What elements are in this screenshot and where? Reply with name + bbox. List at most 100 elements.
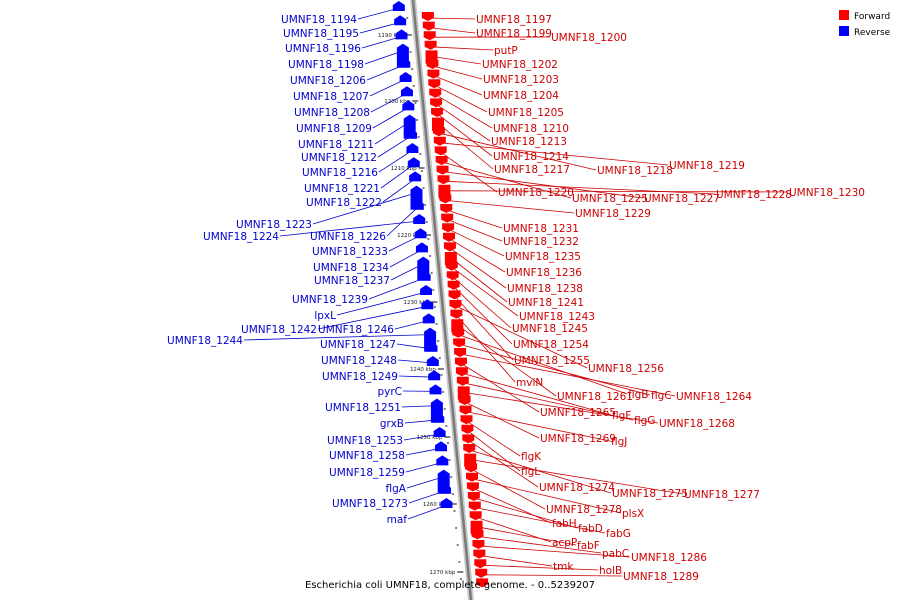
forward-leader-line	[437, 113, 493, 157]
reverse-gene-label-umnf18-1273: UMNF18_1273	[332, 498, 408, 510]
forward-gene-label-fabh: fabH	[552, 518, 577, 530]
forward-gene-label-fabf: fabF	[577, 540, 600, 552]
forward-leader-line	[453, 286, 513, 345]
reverse-gene-label-umnf18-1233: UMNF18_1233	[312, 246, 388, 258]
reverse-gene-label-umnf18-1234: UMNF18_1234	[313, 262, 389, 274]
forward-leader-line	[460, 353, 676, 397]
forward-leader-line	[438, 123, 494, 170]
forward-leader-line	[463, 382, 634, 421]
reverse-leader-line	[382, 178, 416, 203]
leader-lines	[243, 7, 789, 577]
reverse-gene-label-umnf18-1237: UMNF18_1237	[314, 275, 390, 287]
forward-gene-block	[440, 204, 453, 213]
forward-gene-label-umnf18-1218: UMNF18_1218	[597, 165, 673, 177]
reverse-gene-block	[399, 72, 412, 82]
forward-gene-block	[428, 79, 441, 89]
forward-gene-label-umnf18-1243: UMNF18_1243	[519, 311, 595, 323]
forward-leader-line	[459, 344, 651, 396]
forward-gene-label-umnf18-1241: UMNF18_1241	[508, 297, 584, 309]
forward-gene-block	[462, 434, 475, 444]
forward-leader-line	[481, 574, 623, 577]
forward-gene-block	[476, 578, 489, 588]
forward-gene-block	[429, 88, 442, 98]
forward-gene-label-pabc: pabC	[602, 548, 629, 560]
reverse-leader-line	[386, 206, 419, 237]
reverse-gene-block	[420, 285, 433, 295]
forward-leader-line	[480, 564, 599, 571]
reverse-gene-block	[428, 370, 441, 381]
forward-gene-block	[455, 367, 468, 377]
reverse-gene-block	[392, 1, 405, 11]
reverse-gene-label-umnf18-1209: UMNF18_1209	[296, 123, 372, 135]
reverse-gene-label-grxb: grxB	[380, 418, 404, 430]
reverse-gene-label-umnf18-1208: UMNF18_1208	[294, 107, 370, 119]
forward-gene-label-flgb: flgB	[628, 389, 648, 401]
forward-leader-line	[448, 228, 505, 257]
forward-leader-line	[466, 420, 521, 457]
reverse-gene-block	[434, 441, 447, 452]
reverse-leader-line	[312, 192, 418, 225]
forward-gene-label-umnf18-1229: UMNF18_1229	[575, 208, 651, 220]
reverse-gene-block	[440, 498, 453, 508]
forward-leader-line	[467, 430, 521, 472]
forward-gene-label-umnf18-1286: UMNF18_1286	[631, 552, 707, 564]
tick-label: 1230 kbp	[404, 300, 430, 306]
reverse-leader-line	[359, 21, 401, 34]
legend-forward-swatch	[839, 10, 849, 20]
forward-leader-line	[430, 46, 494, 51]
forward-leader-line	[450, 248, 507, 289]
reverse-gene-block	[418, 270, 431, 281]
forward-gene-label-umnf18-1232: UMNF18_1232	[503, 236, 579, 248]
reverse-gene-block	[407, 157, 420, 168]
forward-leader-line	[473, 488, 552, 524]
forward-gene-block	[468, 501, 481, 511]
forward-leader-line	[433, 75, 483, 96]
forward-gene-label-mvin: mviN	[516, 377, 543, 389]
forward-leader-line	[478, 545, 631, 558]
forward-gene-block	[469, 511, 482, 521]
reverse-gene-label-umnf18-1249: UMNF18_1249	[322, 371, 398, 383]
reverse-gene-label-umnf18-1206: UMNF18_1206	[290, 75, 366, 87]
forward-gene-block	[459, 405, 472, 415]
tick-label: 1190 kbp	[378, 33, 404, 39]
forward-gene-label-tmk: tmk	[553, 561, 574, 573]
reverse-gene-block	[436, 455, 449, 466]
forward-gene-block	[450, 309, 463, 319]
forward-gene-block	[436, 165, 449, 175]
forward-gene-block	[424, 40, 437, 50]
forward-leader-line	[444, 190, 789, 193]
forward-gene-block	[466, 482, 479, 492]
forward-gene-label-umnf18-1268: UMNF18_1268	[659, 418, 735, 430]
reverse-gene-label-umnf18-1221: UMNF18_1221	[304, 183, 380, 195]
forward-leader-line	[442, 171, 644, 199]
forward-gene-block	[473, 549, 486, 559]
reverse-leader-line	[378, 149, 414, 173]
forward-gene-block	[449, 300, 462, 309]
reverse-gene-label-umnf18-1196: UMNF18_1196	[285, 43, 361, 55]
forward-gene-block	[458, 396, 471, 405]
reverse-gene-label-umnf18-1242: UMNF18_1242	[241, 324, 317, 336]
reverse-gene-block	[400, 86, 413, 97]
reverse-gene-block	[414, 228, 427, 239]
forward-leader-line	[449, 238, 506, 273]
forward-leader-line	[428, 17, 476, 20]
forward-gene-block	[426, 60, 439, 69]
forward-leader-line	[470, 459, 684, 495]
forward-leader-line	[476, 526, 577, 546]
reverse-gene-label-umnf18-1226: UMNF18_1226	[310, 231, 386, 243]
reverse-gene-label-umnf18-1253: UMNF18_1253	[327, 435, 403, 447]
forward-gene-label-umnf18-1289: UMNF18_1289	[623, 571, 699, 583]
forward-gene-block	[460, 415, 473, 425]
reverse-gene-block	[421, 299, 434, 310]
forward-gene-block	[454, 357, 467, 367]
forward-leader-line	[452, 276, 512, 329]
forward-gene-block	[446, 271, 459, 281]
forward-gene-label-flgf: flgF	[612, 410, 631, 422]
forward-gene-block	[465, 463, 478, 473]
reverse-leader-line	[377, 135, 412, 158]
reverse-gene-block	[426, 356, 439, 366]
forward-gene-label-umnf18-1254: UMNF18_1254	[513, 339, 589, 351]
forward-gene-block	[442, 223, 455, 233]
reverse-gene-label-umnf18-1259: UMNF18_1259	[329, 467, 405, 479]
